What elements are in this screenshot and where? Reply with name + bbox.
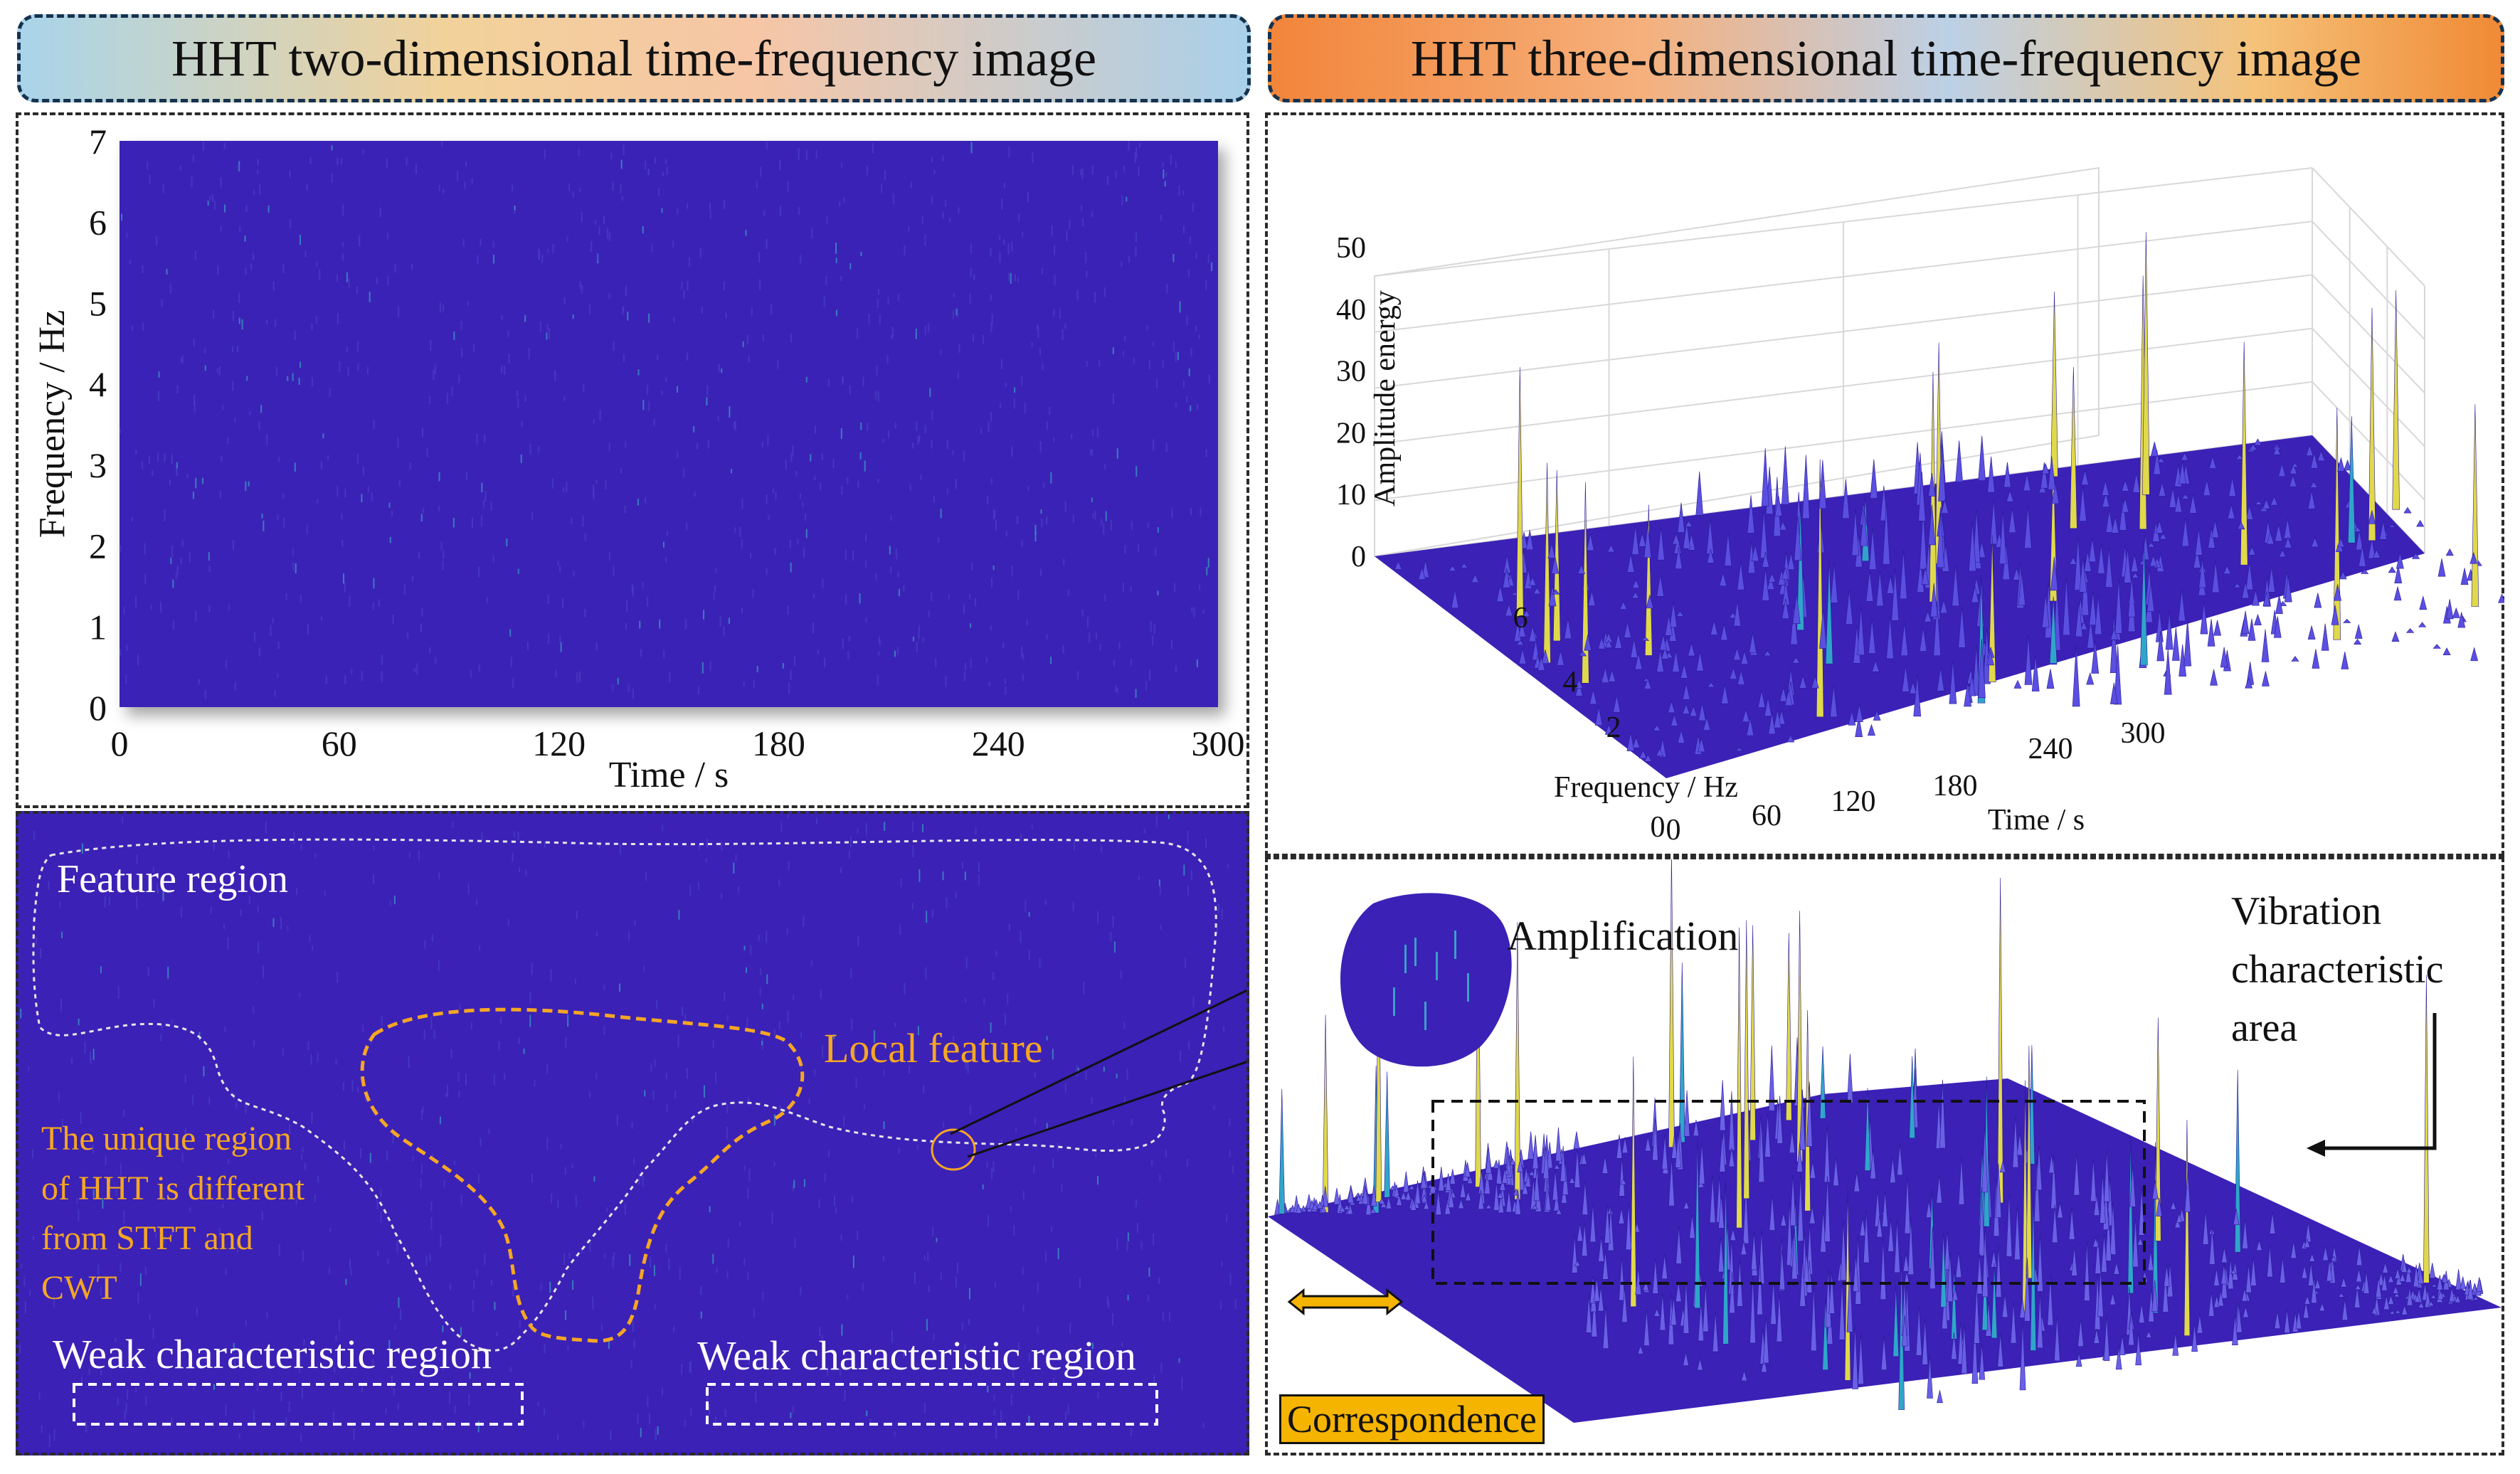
zoom-3d (1268, 859, 2502, 1423)
zoom-2d-overlay (19, 814, 1246, 1448)
y-axis-label: Frequency / Hz (1554, 771, 1738, 804)
panel-3d-chart (1265, 112, 2504, 857)
y-tick-label: 2 (1606, 711, 1621, 744)
local-feature-circle (931, 1128, 976, 1171)
y-tick-label: 6 (1513, 602, 1528, 635)
z-tick-label: 50 (1336, 232, 1366, 265)
x-tick-label: 240 (972, 723, 1025, 763)
weak-region-label-left: Weak characteristic region (53, 1331, 492, 1377)
x-tick-label: 300 (2121, 717, 2166, 750)
local-feature-label: Local feature (824, 1025, 1043, 1071)
vibration-label: Vibration characteristic area (2231, 889, 2444, 1050)
feature-region-outline (32, 838, 1217, 1352)
local-region-outline (360, 1007, 805, 1343)
z-tick-label: 30 (1336, 356, 1366, 388)
amplification-blob (1340, 893, 1512, 1067)
y-tick-label: 4 (1563, 666, 1578, 699)
chart-3d-surface (1375, 232, 2504, 778)
z-tick-label: 10 (1336, 479, 1366, 511)
correspondence-arrow (1287, 1288, 1404, 1316)
z-tick-label: 20 (1336, 417, 1366, 450)
unique-region-label: The unique region of HHT is different fr… (41, 1120, 305, 1307)
x-tick-label: 60 (1752, 800, 1782, 832)
y-tick-label: 1 (89, 607, 107, 647)
z-tick-label: 40 (1336, 294, 1366, 327)
y-tick-label: 6 (89, 203, 107, 243)
panel-3d-zoom (1265, 857, 2504, 1456)
amplification-line-2 (950, 989, 1246, 1135)
y-tick-label: 0 (1651, 811, 1666, 844)
feature-region-label: Feature region (57, 857, 288, 901)
y-tick-label: 3 (89, 445, 107, 485)
panel-2d-chart (16, 112, 1249, 808)
chart-2d: 0 60 120 180 240 300 0 1 2 3 4 5 6 7 Time / s Frequency… (32, 122, 1245, 795)
x-tick-label: 180 (752, 723, 805, 763)
y-tick-label: 0 (89, 688, 107, 728)
x-tick-label: 120 (1831, 785, 1876, 818)
x-tick-label: 0 (111, 723, 129, 763)
x-tick-label: 0 (1666, 814, 1681, 847)
y-axis-label: Frequency / Hz (32, 310, 73, 539)
x-axis-label: Time / s (1988, 804, 2085, 837)
weak-region-box-right (706, 1383, 1158, 1426)
vibration-area-box (1431, 1100, 2146, 1285)
amplification-line-1 (967, 1061, 1246, 1158)
left-title-bar: HHT two-dimensional time-frequency image (17, 14, 1251, 102)
zoom-speckles (19, 814, 1237, 1448)
vibration-arrow-head (2307, 1140, 2325, 1157)
x-tick-label: 180 (1933, 770, 1978, 802)
heatmap-area (120, 141, 1218, 707)
y-tick-label: 2 (89, 526, 107, 566)
weak-region-label-right: Weak characteristic region (697, 1332, 1136, 1379)
z-axis-label: Amplitude energy (1369, 290, 1402, 507)
right-title-bar: HHT three-dimensional time-frequency ima… (1268, 14, 2504, 102)
zoom-3d-surface-base (1268, 1078, 2502, 1423)
x-axis-label: Time / s (609, 755, 729, 795)
amplification-label: Amplification (1507, 913, 1739, 959)
y-tick-label: 7 (89, 122, 107, 161)
x-tick-label: 240 (2028, 733, 2073, 765)
x-tick-label: 60 (322, 723, 357, 763)
panel-2d-zoom (16, 811, 1249, 1456)
y-tick-label: 5 (89, 283, 107, 323)
y-tick-label: 4 (89, 364, 107, 404)
right-title: HHT three-dimensional time-frequency ima… (1410, 29, 2362, 87)
z-tick-label: 0 (1351, 541, 1366, 573)
weak-region-box-left (73, 1383, 524, 1426)
heatmap-speckles (120, 141, 1213, 699)
x-tick-label: 120 (532, 723, 586, 763)
x-tick-label: 300 (1192, 723, 1245, 763)
vibration-arrow-line (2317, 1013, 2437, 1150)
correspondence-label: Correspondence (1279, 1394, 1545, 1444)
left-title: HHT two-dimensional time-frequency image (171, 29, 1097, 87)
